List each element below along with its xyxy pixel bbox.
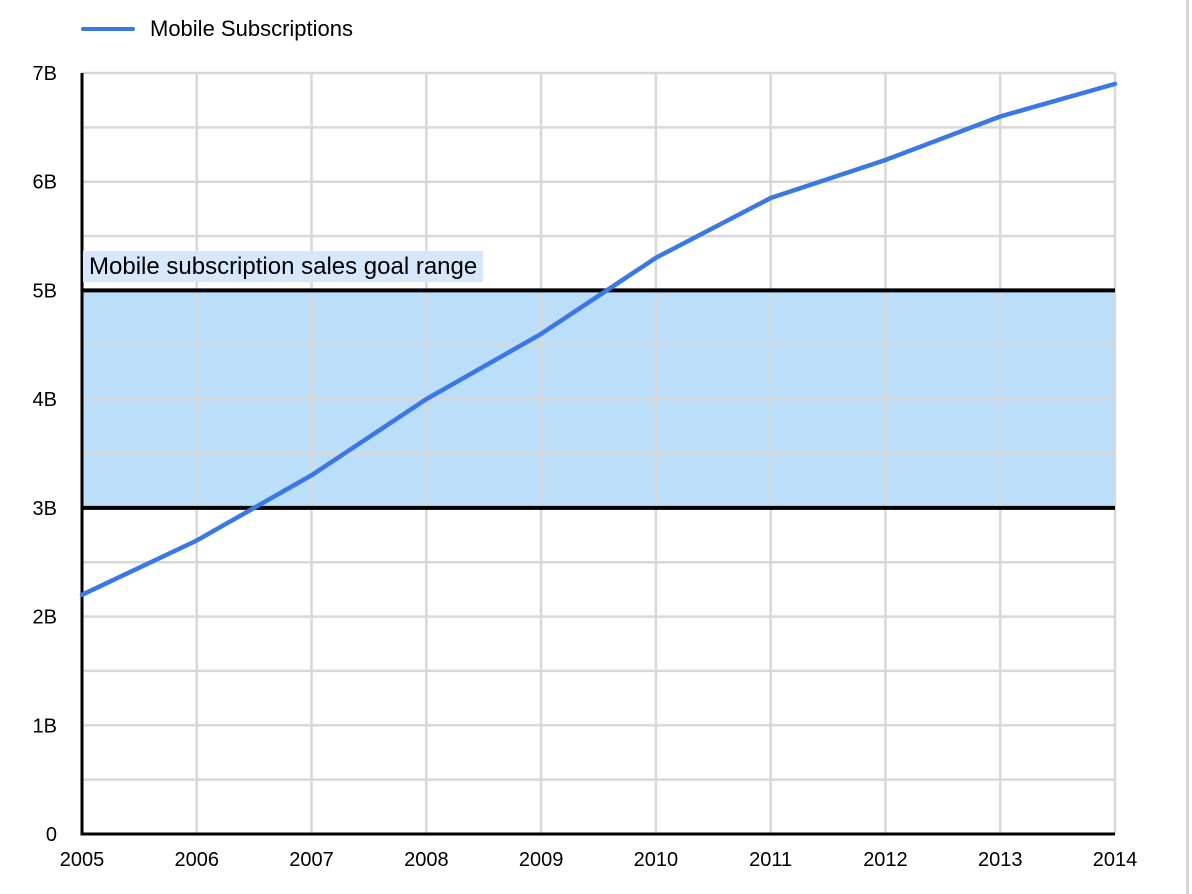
y-tick-label: 7B [33,63,57,85]
goal-band-label: Mobile subscription sales goal range [83,251,484,282]
x-tick-label: 2009 [519,849,564,871]
y-tick-label: 1B [33,715,57,737]
x-tick-label: 2010 [634,849,679,871]
y-tick-label: 5B [33,280,57,302]
x-tick-label: 2007 [289,849,334,871]
x-tick-label: 2011 [749,849,792,871]
y-tick-label: 2B [33,607,57,629]
legend: Mobile Subscriptions [81,16,353,42]
x-tick-label: 2012 [863,849,908,871]
page-right-edge-line [1186,0,1189,894]
x-tick-label: 2008 [404,849,449,871]
x-tick-label: 2006 [175,849,220,871]
y-tick-label: 4B [33,389,57,411]
y-tick-label: 0 [46,824,57,846]
x-tick-label: 2013 [978,849,1023,871]
series-line-mobile-subscriptions [79,81,1118,598]
legend-label: Mobile Subscriptions [150,16,353,41]
legend-line-swatch [81,27,135,31]
y-tick-label: 6B [33,172,57,194]
y-tick-label: 3B [33,498,57,520]
x-tick-label: 2014 [1093,849,1138,871]
x-tick-label: 2005 [60,849,105,871]
